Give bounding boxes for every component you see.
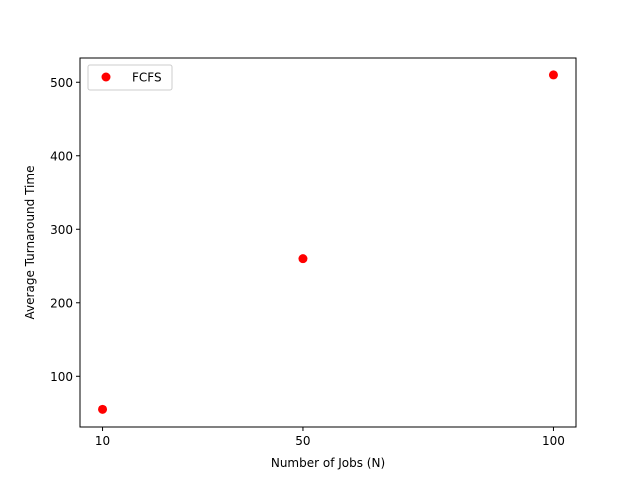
y-tick-label: 200 <box>50 296 73 310</box>
legend-label-fcfs: FCFS <box>132 71 162 85</box>
data-point-fcfs-2 <box>548 70 558 80</box>
y-axis-label: Average Turnaround Time <box>23 166 37 320</box>
data-point-fcfs-1 <box>298 254 308 264</box>
y-tick-label: 400 <box>50 149 73 163</box>
legend-box <box>87 64 173 91</box>
data-point-fcfs-0 <box>98 404 108 414</box>
x-axis-label: Number of Jobs (N) <box>271 456 385 470</box>
x-tick-label: 10 <box>95 434 110 448</box>
points-layer <box>98 70 558 414</box>
x-tick-label: 100 <box>542 434 565 448</box>
plot-frame <box>79 57 577 428</box>
y-tick-label: 100 <box>50 370 73 384</box>
ticks-layer: 10 50 100 100 200 300 400 500 <box>50 76 565 448</box>
legend-marker <box>101 72 111 82</box>
plot-background <box>80 58 576 427</box>
legend: FCFS <box>87 64 173 91</box>
x-tick-label: 50 <box>295 434 310 448</box>
y-tick-label: 500 <box>50 76 73 90</box>
y-tick-label: 300 <box>50 223 73 237</box>
